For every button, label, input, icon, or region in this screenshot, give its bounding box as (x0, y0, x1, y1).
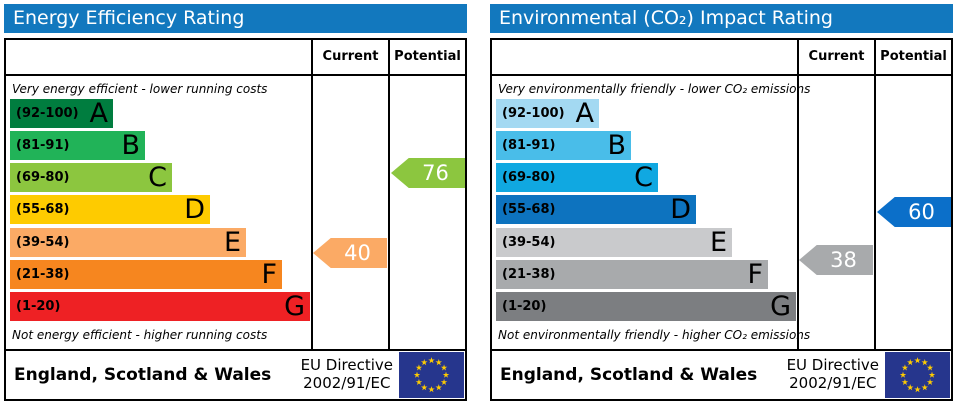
band-letter: A (575, 98, 594, 129)
band-letter: D (184, 194, 205, 225)
footer: England, Scotland & Wales EU Directive 20… (492, 349, 951, 399)
band-range-label: (69-80) (16, 170, 70, 185)
eu-star-icon (440, 378, 448, 385)
band-bar-a: (92-100) A (496, 99, 599, 128)
eu-star-icon (901, 378, 909, 385)
band-bar-g: (1-20) G (496, 292, 796, 321)
eu-star-icon (899, 371, 907, 378)
eu-star-icon (907, 359, 914, 366)
bottom-note: Not environmentally friendly - higher CO… (498, 328, 811, 342)
band-range-label: (81-91) (502, 138, 556, 153)
eu-star-icon (907, 384, 914, 391)
band-letter: G (284, 291, 305, 322)
current-rating-arrow: 40 (313, 238, 387, 268)
eu-star-icon (415, 378, 423, 385)
band-letter: E (223, 227, 241, 258)
column-divider (797, 40, 799, 351)
band-letter: B (607, 130, 626, 161)
eu-flag-icon (885, 352, 950, 398)
panel-title: Energy Efficiency Rating (4, 4, 467, 33)
energy-rating-panel: Energy Efficiency Rating Current Potenti… (4, 4, 467, 401)
eu-star-icon (421, 359, 428, 366)
band-bar-e: (39-54) E (10, 228, 246, 257)
eu-directive-label: EU Directive 2002/91/EC (786, 356, 879, 392)
eu-star-icon (421, 384, 428, 391)
band-bar-g: (1-20) G (10, 292, 310, 321)
band-bar-f: (21-38) F (10, 260, 282, 289)
eu-star-icon (442, 371, 450, 378)
band-letter: A (89, 98, 108, 129)
band-bar-f: (21-38) F (496, 260, 768, 289)
band-range-label: (69-80) (502, 170, 556, 185)
band-bar-d: (55-68) D (496, 195, 696, 224)
band-letter: F (747, 259, 763, 290)
band-range-label: (55-68) (502, 202, 556, 217)
eu-star-icon (914, 357, 921, 364)
eu-star-icon (413, 371, 421, 378)
band-bar-e: (39-54) E (496, 228, 732, 257)
eu-star-icon (928, 371, 936, 378)
band-range-label: (92-100) (502, 106, 565, 121)
eu-star-icon (921, 384, 928, 391)
current-column-header: Current (808, 49, 865, 64)
band-range-label: (1-20) (502, 299, 547, 314)
eu-star-icon (435, 359, 442, 366)
band-bar-c: (69-80) C (496, 163, 658, 192)
top-note: Very environmentally friendly - lower CO… (498, 82, 811, 96)
potential-column-header: Potential (880, 49, 947, 64)
band-letter: B (121, 130, 140, 161)
co2-rating-panel: Environmental (CO₂) Impact Rating Curren… (490, 4, 953, 401)
potential-column-header: Potential (394, 49, 461, 64)
band-range-label: (55-68) (16, 202, 70, 217)
current-rating-arrow: 38 (799, 245, 873, 275)
rating-table: Current Potential Very environmentally f… (490, 38, 953, 401)
band-range-label: (39-54) (16, 235, 70, 250)
potential-rating-arrow: 60 (877, 197, 951, 227)
band-range-label: (92-100) (16, 106, 79, 121)
column-divider (311, 40, 313, 351)
eu-star-icon (926, 364, 934, 371)
header-divider (6, 74, 465, 76)
band-bar-b: (81-91) B (10, 131, 145, 160)
header-divider (492, 74, 951, 76)
current-column-header: Current (322, 49, 379, 64)
band-range-label: (1-20) (16, 299, 61, 314)
eu-star-icon (415, 364, 423, 371)
region-label: England, Scotland & Wales (14, 365, 272, 385)
panel-title: Environmental (CO₂) Impact Rating (490, 4, 953, 33)
band-bar-d: (55-68) D (10, 195, 210, 224)
band-bar-c: (69-80) C (10, 163, 172, 192)
eu-star-icon (914, 386, 921, 393)
eu-star-icon (901, 364, 909, 371)
band-letter: D (670, 194, 691, 225)
band-letter: C (634, 162, 653, 193)
bottom-note: Not energy efficient - higher running co… (12, 328, 268, 342)
band-range-label: (81-91) (16, 138, 70, 153)
band-bar-a: (92-100) A (10, 99, 113, 128)
eu-star-icon (926, 378, 934, 385)
eu-directive-label: EU Directive 2002/91/EC (300, 356, 393, 392)
band-letter: E (709, 227, 727, 258)
band-range-label: (39-54) (502, 235, 556, 250)
eu-star-icon (921, 359, 928, 366)
column-divider (388, 40, 390, 351)
eu-star-icon (428, 386, 435, 393)
eu-star-icon (428, 357, 435, 364)
footer: England, Scotland & Wales EU Directive 20… (6, 349, 465, 399)
region-label: England, Scotland & Wales (500, 365, 758, 385)
band-letter: G (770, 291, 791, 322)
band-letter: F (261, 259, 277, 290)
band-bar-b: (81-91) B (496, 131, 631, 160)
eu-star-icon (435, 384, 442, 391)
column-divider (874, 40, 876, 351)
band-letter: C (148, 162, 167, 193)
band-range-label: (21-38) (502, 267, 556, 282)
potential-rating-arrow: 76 (391, 158, 465, 188)
eu-flag-icon (399, 352, 464, 398)
band-range-label: (21-38) (16, 267, 70, 282)
top-note: Very energy efficient - lower running co… (12, 82, 268, 96)
eu-star-icon (440, 364, 448, 371)
rating-table: Current Potential Very energy efficient … (4, 38, 467, 401)
